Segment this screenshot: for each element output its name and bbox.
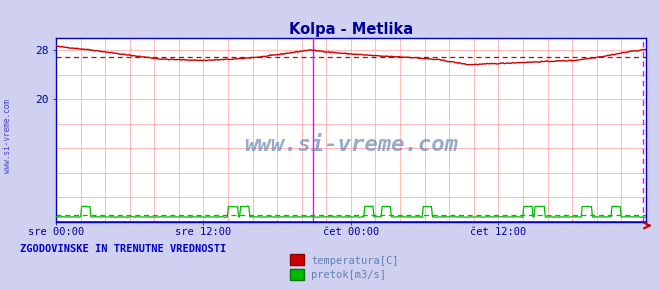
- Text: www.si-vreme.com: www.si-vreme.com: [3, 99, 13, 173]
- Text: ZGODOVINSKE IN TRENUTNE VREDNOSTI: ZGODOVINSKE IN TRENUTNE VREDNOSTI: [20, 244, 226, 254]
- Text: www.si-vreme.com: www.si-vreme.com: [244, 135, 458, 155]
- Text: temperatura[C]: temperatura[C]: [311, 256, 399, 266]
- Title: Kolpa - Metlika: Kolpa - Metlika: [289, 21, 413, 37]
- Text: pretok[m3/s]: pretok[m3/s]: [311, 271, 386, 280]
